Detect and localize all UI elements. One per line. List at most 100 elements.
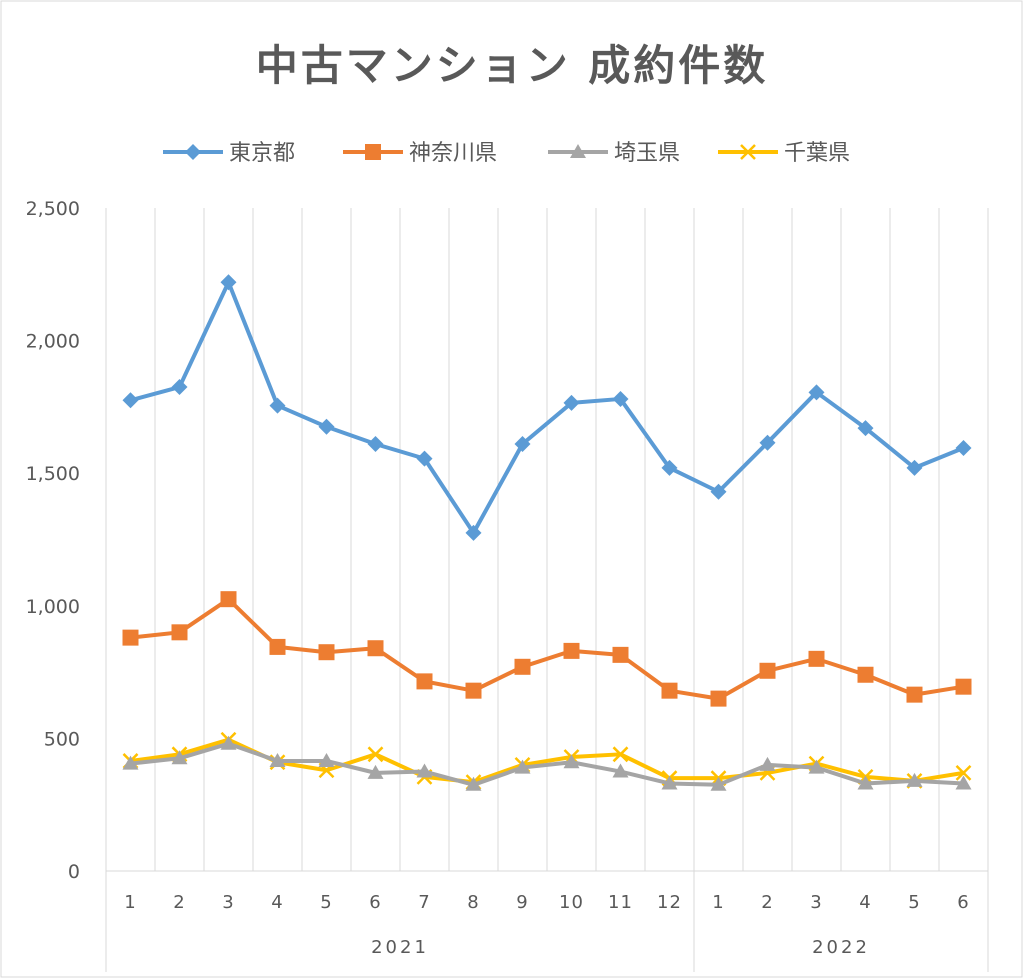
data-point [269, 638, 286, 655]
data-point [318, 752, 335, 767]
x-tick-label: 2 [173, 892, 185, 913]
data-point [906, 686, 923, 703]
data-point [416, 450, 433, 467]
data-point [514, 436, 531, 453]
legend-item: 埼玉県 [548, 141, 680, 166]
x-tick-label: 6 [957, 892, 969, 913]
data-point [367, 764, 384, 779]
legend-marker [185, 144, 201, 160]
data-point [955, 678, 972, 695]
data-point [808, 650, 825, 667]
data-point [220, 274, 237, 291]
grid [105, 208, 989, 872]
y-axis: 0 500 1,000 1,500 2,000 2,500 [26, 198, 80, 883]
data-point [367, 640, 384, 657]
y-tick-label: 2,000 [26, 331, 80, 353]
data-point [710, 690, 727, 707]
data-point [220, 591, 237, 608]
x-tick-label: 1 [712, 892, 724, 913]
series-line [128, 280, 966, 535]
data-point [269, 752, 286, 767]
data-point [955, 440, 972, 457]
data-point [955, 764, 972, 781]
year-group-label: 2022 [812, 937, 870, 958]
data-point [269, 397, 286, 414]
data-point [661, 775, 678, 790]
data-point [759, 756, 776, 771]
x-tick-label: 5 [320, 892, 332, 913]
data-point [514, 759, 531, 774]
x-tick-label: 6 [369, 892, 381, 913]
x-tick-label: 1 [124, 892, 136, 913]
data-point [122, 629, 139, 646]
legend: 東京都 神奈川県 埼玉県 千葉県 [163, 141, 850, 166]
data-point [563, 642, 580, 659]
series-1 [122, 274, 972, 541]
data-point [563, 754, 580, 769]
x-tick-label: 2 [761, 892, 773, 913]
data-point [465, 682, 482, 699]
x-tick-label: 5 [908, 892, 920, 913]
y-tick-label: 2,500 [26, 198, 80, 220]
x-tick-label: 12 [657, 892, 682, 913]
legend-label: 東京都 [229, 141, 295, 166]
series-line [128, 597, 966, 701]
data-point [857, 666, 874, 683]
data-point [367, 436, 384, 453]
data-point [171, 624, 188, 641]
series-layer [122, 274, 972, 791]
series-2 [122, 591, 972, 707]
data-point [612, 646, 629, 663]
data-point [465, 776, 482, 791]
y-tick-label: 1,500 [26, 463, 80, 485]
data-point [955, 775, 972, 790]
legend-marker [365, 144, 381, 160]
data-point [612, 390, 629, 407]
data-point [122, 755, 139, 770]
series-line [128, 741, 966, 787]
x-tick-label: 9 [516, 892, 528, 913]
legend-label: 神奈川県 [409, 141, 497, 166]
data-point [710, 776, 727, 791]
legend-item: 東京都 [163, 141, 295, 166]
x-tick-label: 7 [418, 892, 430, 913]
data-point [514, 658, 531, 675]
data-point [171, 750, 188, 765]
legend-label: 埼玉県 [614, 141, 680, 166]
data-point [759, 434, 776, 451]
data-point [612, 763, 629, 778]
data-point [416, 763, 433, 778]
data-point [661, 459, 678, 476]
data-point [661, 682, 678, 699]
data-point [367, 746, 384, 763]
legend-item: 神奈川県 [343, 141, 497, 166]
x-tick-label: 4 [859, 892, 871, 913]
data-point [122, 392, 139, 409]
data-point [710, 483, 727, 500]
chart-title: 中古マンション 成約件数 [256, 41, 769, 90]
y-tick-label: 500 [44, 728, 80, 750]
data-point [416, 673, 433, 690]
data-point [906, 772, 923, 787]
y-tick-label: 0 [68, 861, 80, 883]
year-group-label: 2021 [371, 937, 429, 958]
legend-marker [570, 144, 586, 158]
data-point [808, 384, 825, 401]
x-tick-label: 10 [559, 892, 584, 913]
data-point [465, 524, 482, 541]
legend-marker [740, 144, 756, 160]
data-point [612, 746, 629, 763]
data-point [318, 418, 335, 435]
data-point [759, 662, 776, 679]
data-point [906, 459, 923, 476]
x-tick-label: 8 [467, 892, 479, 913]
data-point [318, 644, 335, 661]
x-tick-label: 4 [271, 892, 283, 913]
legend-item: 千葉県 [718, 141, 850, 166]
data-point [171, 379, 188, 396]
data-point [220, 735, 237, 750]
